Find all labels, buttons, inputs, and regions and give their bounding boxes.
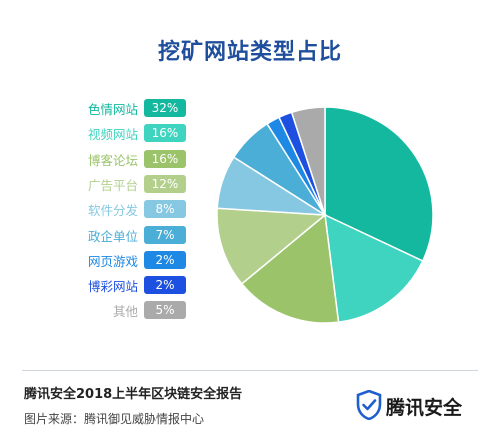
pie-slice (324, 213, 424, 323)
legend-label: 视频网站 (87, 127, 138, 143)
legend-label: 博客论坛 (87, 152, 138, 168)
report-title: 腾讯安全2018上半年区块链安全报告 (24, 387, 243, 402)
legend-item: 政企单位 7% (60, 225, 190, 245)
legend-item: 视频网站 16% (60, 123, 190, 143)
legend-value-badge: 5% (144, 301, 186, 320)
legend-label: 网页游戏 (87, 253, 138, 269)
legend-value-badge: 8% (144, 200, 186, 219)
image-source: 图片来源：腾讯御见威胁情报中心 (24, 412, 205, 426)
legend-label: 软件分发 (87, 203, 138, 219)
legend-label: 广告平台 (87, 177, 138, 193)
shield-check-icon (356, 389, 382, 421)
brand-logo: 腾讯安全 (356, 389, 462, 422)
chart-title: 挖矿网站类型占比 (157, 40, 342, 65)
legend-label: 其他 (112, 304, 138, 320)
pie-slice (290, 106, 326, 216)
legend-label: 政企单位 (87, 228, 138, 244)
legend-item: 其他 5% (60, 300, 190, 320)
legend-item: 软件分发 8% (60, 199, 190, 219)
legend-value-badge: 12% (144, 174, 186, 193)
pie-slice (240, 213, 340, 324)
legend-item: 博客论坛 16% (60, 149, 190, 169)
legend-item: 色情网站 32% (60, 98, 190, 118)
legend-item: 博彩网站 2% (60, 275, 190, 295)
legend-label: 色情网站 (87, 102, 138, 117)
pie-chart (216, 106, 434, 324)
legend-value-badge: 2% (144, 276, 186, 295)
brand-name: 腾讯安全 (386, 397, 463, 419)
pie-slice (324, 106, 434, 262)
legend-value-badge: 16% (144, 124, 186, 143)
legend-value-badge: 7% (144, 225, 186, 244)
legend-label: 博彩网站 (87, 279, 138, 295)
legend-item: 广告平台 12% (60, 174, 190, 194)
pie-slice (216, 207, 327, 285)
legend-item: 网页游戏 2% (60, 250, 190, 270)
legend-value-badge: 32% (144, 99, 186, 117)
legend-value-badge: 16% (144, 149, 186, 168)
legend-value-badge: 2% (144, 250, 186, 269)
footer-divider (22, 370, 478, 371)
